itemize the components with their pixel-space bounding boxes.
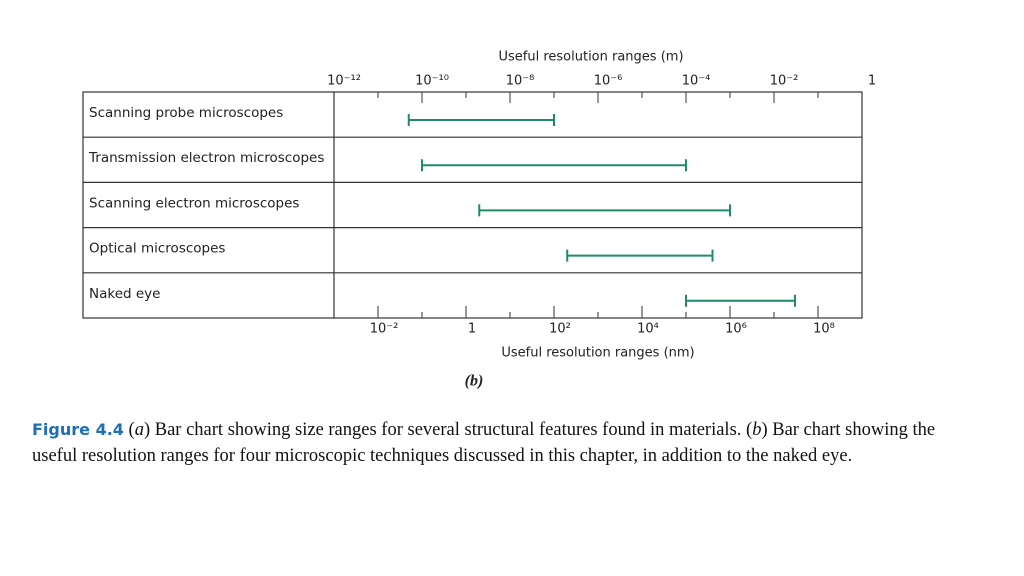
bottom-tick-label: 10⁻² — [370, 322, 399, 337]
row-label: Transmission electron microscopes — [88, 150, 324, 166]
range-bar — [478, 204, 731, 217]
caption-text: ) Bar chart showing size ranges for seve… — [143, 420, 753, 440]
bottom-tick-label: 1 — [468, 322, 476, 337]
row-label: Scanning probe microscopes — [89, 105, 283, 121]
caption: Figure 4.4 (a) Bar chart showing size ra… — [32, 417, 972, 469]
bottom-tick-label: 10² — [549, 322, 571, 337]
range-bar — [407, 114, 555, 126]
row-label: Scanning electron microscopes — [89, 195, 299, 211]
top-tick-label: 10⁻¹² — [327, 74, 361, 89]
top-tick-label: 10⁻² — [770, 74, 799, 89]
row-label: Optical microscopes — [89, 241, 225, 257]
caption-text: ( — [128, 420, 135, 440]
range-bar — [421, 159, 687, 172]
subtitle: (b) — [465, 373, 484, 390]
top-tick-label: 10⁻⁴ — [682, 74, 711, 89]
top-axis-title: Useful resolution ranges (m) — [498, 50, 683, 65]
caption-text: ) Bar chart showing the useful resolutio… — [32, 420, 936, 466]
bottom-tick-label: 10⁴ — [637, 322, 659, 337]
chart: Useful resolution ranges (m) Useful reso… — [82, 50, 876, 390]
top-tick-label: 10⁻⁶ — [594, 74, 623, 89]
row-label: Naked eye — [89, 286, 160, 302]
table-frame — [82, 91, 863, 319]
figure-label: Figure 4.4 — [32, 420, 124, 439]
top-tick-label: 10⁻⁸ — [506, 74, 535, 89]
top-tick-label: 10⁻¹⁰ — [415, 74, 449, 89]
bottom-tick-label: 10⁶ — [725, 322, 747, 337]
caption-text: a — [134, 420, 144, 440]
range-bar — [685, 294, 796, 307]
bottom-axis-title: Useful resolution ranges (nm) — [501, 346, 694, 361]
bottom-tick-label: 10⁸ — [813, 322, 835, 337]
caption-text: b — [752, 420, 762, 440]
range-bar — [566, 249, 714, 262]
top-tick-label: 1 — [868, 74, 876, 89]
